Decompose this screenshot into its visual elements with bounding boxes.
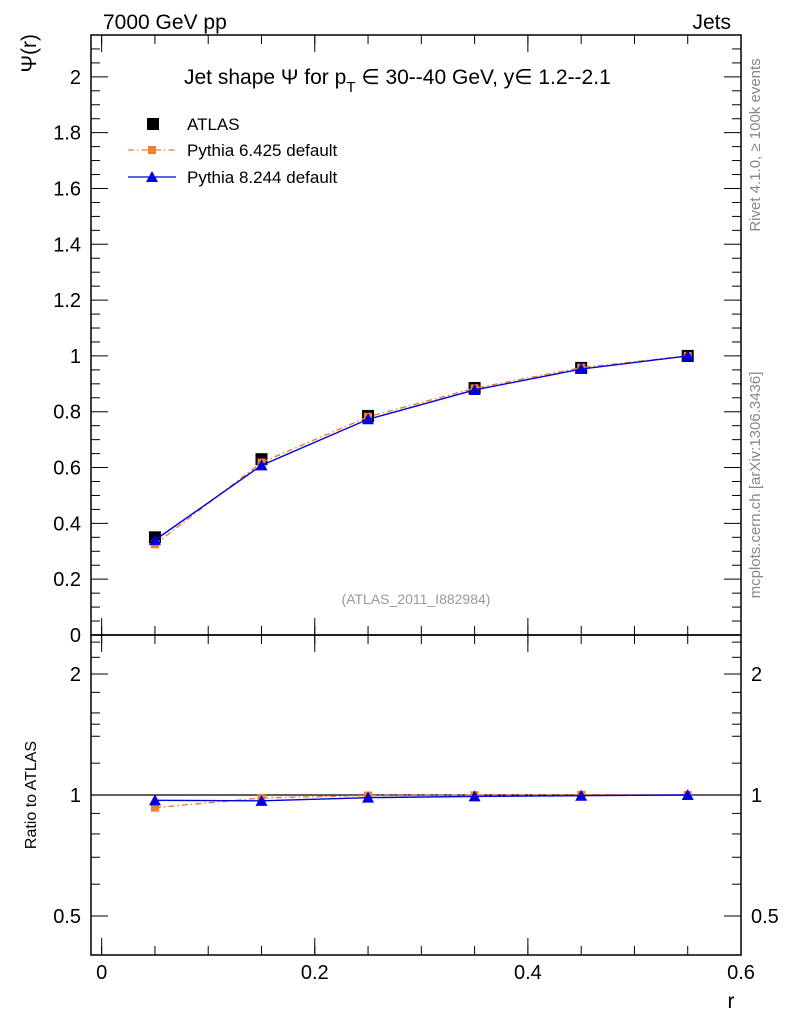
main-ytick-label: 0.8 bbox=[53, 402, 81, 424]
legend-pythia8-label: Pythia 8.244 default bbox=[187, 168, 338, 187]
xtick-label: 0 bbox=[96, 962, 107, 984]
pythia6-line bbox=[154, 355, 688, 545]
plot-title: Jet shape Ψ for pT ∈ 30--40 GeV, y∈ 1.2-… bbox=[184, 66, 611, 96]
mcplots-label: mcplots.cern.ch [arXiv:1306.3436] bbox=[747, 372, 764, 599]
main-ytick-label: 0.6 bbox=[53, 458, 81, 480]
title-sub: T bbox=[346, 79, 355, 96]
main-ytick-label: 0.4 bbox=[53, 513, 81, 535]
legend: ATLAS Pythia 6.425 default Pythia 8.244 … bbox=[128, 115, 338, 187]
ratio-series-group bbox=[91, 789, 741, 812]
ratio-pythia8-point bbox=[468, 790, 481, 802]
main-series-group bbox=[148, 349, 694, 549]
legend-pythia6-label: Pythia 6.425 default bbox=[187, 141, 338, 160]
pythia8-point bbox=[362, 413, 375, 425]
legend-pythia8-marker bbox=[146, 171, 158, 182]
xtick-label: 0.2 bbox=[301, 962, 329, 984]
ratio-pythia8-point bbox=[148, 794, 161, 806]
legend-atlas-label: ATLAS bbox=[187, 115, 240, 134]
ratio-axis-ticks: 0.5 0.5 1 1 2 2 bbox=[53, 641, 779, 928]
x-axis-label: r bbox=[728, 990, 735, 1013]
main-ytick-label: 1.2 bbox=[53, 290, 81, 312]
xtick-label: 0.4 bbox=[514, 962, 542, 984]
title-part-b: for p bbox=[298, 66, 346, 89]
main-axis-ticks: 0 0.2 0.4 0.6 0.8 1 1.2 1.4 1.6 1.8 2 bbox=[53, 34, 741, 647]
title-part-c: ∈ 30--40 GeV, y∈ 1.2--2.1 bbox=[355, 66, 610, 89]
pythia8-line bbox=[154, 355, 688, 541]
main-ylabel: Ψ(r) bbox=[18, 34, 41, 73]
analysis-watermark: (ATLAS_2011_I882984) bbox=[342, 591, 491, 607]
title-part-a: Jet shape bbox=[184, 66, 281, 89]
ratio-ytick-label: 2 bbox=[70, 664, 81, 686]
main-ytick-label: 1.4 bbox=[53, 234, 81, 256]
main-ytick-label: 1.6 bbox=[53, 178, 81, 200]
main-ytick-label: 0 bbox=[70, 625, 81, 647]
jets-label: Jets bbox=[692, 11, 731, 34]
ratio-ytick-label-right: 0.5 bbox=[751, 906, 779, 928]
ratio-ytick-label: 1 bbox=[70, 785, 81, 807]
ratio-ytick-label: 0.5 bbox=[53, 906, 81, 928]
ratio-pythia8-point bbox=[575, 789, 588, 801]
ratio-pythia8-point bbox=[681, 789, 694, 800]
pythia8-point bbox=[148, 534, 161, 546]
title-psi: Ψ bbox=[281, 66, 299, 89]
ratio-pythia8-point bbox=[255, 794, 268, 806]
rivet-version-label: Rivet 4.1.0, ≥ 100k events bbox=[747, 58, 764, 231]
main-ytick-label: 0.2 bbox=[53, 569, 81, 591]
legend-pythia6-marker bbox=[148, 146, 156, 154]
main-ytick-label: 1 bbox=[70, 346, 81, 368]
ratio-pythia8-line bbox=[154, 794, 688, 802]
pythia8-point bbox=[255, 459, 268, 471]
ratio-ytick-label-right: 2 bbox=[751, 664, 762, 686]
main-ytick-label: 1.8 bbox=[53, 123, 81, 145]
pythia8-point bbox=[468, 383, 481, 395]
ratio-pythia6-point bbox=[150, 803, 159, 812]
pythia8-point bbox=[575, 363, 588, 375]
energy-label: 7000 GeV pp bbox=[103, 11, 227, 34]
ratio-ylabel: Ratio to ATLAS bbox=[23, 741, 40, 849]
ratio-pythia6-line bbox=[154, 794, 688, 809]
ratio-pythia8-point bbox=[362, 791, 375, 803]
ratio-ytick-label-right: 1 bbox=[751, 785, 762, 807]
legend-atlas-marker bbox=[147, 118, 159, 130]
pythia8-point bbox=[681, 349, 694, 361]
x-axis-ticks: 0 0.2 0.4 0.6 bbox=[96, 35, 755, 984]
main-ytick-label: 2 bbox=[70, 67, 81, 89]
xtick-label: 0.6 bbox=[727, 962, 755, 984]
